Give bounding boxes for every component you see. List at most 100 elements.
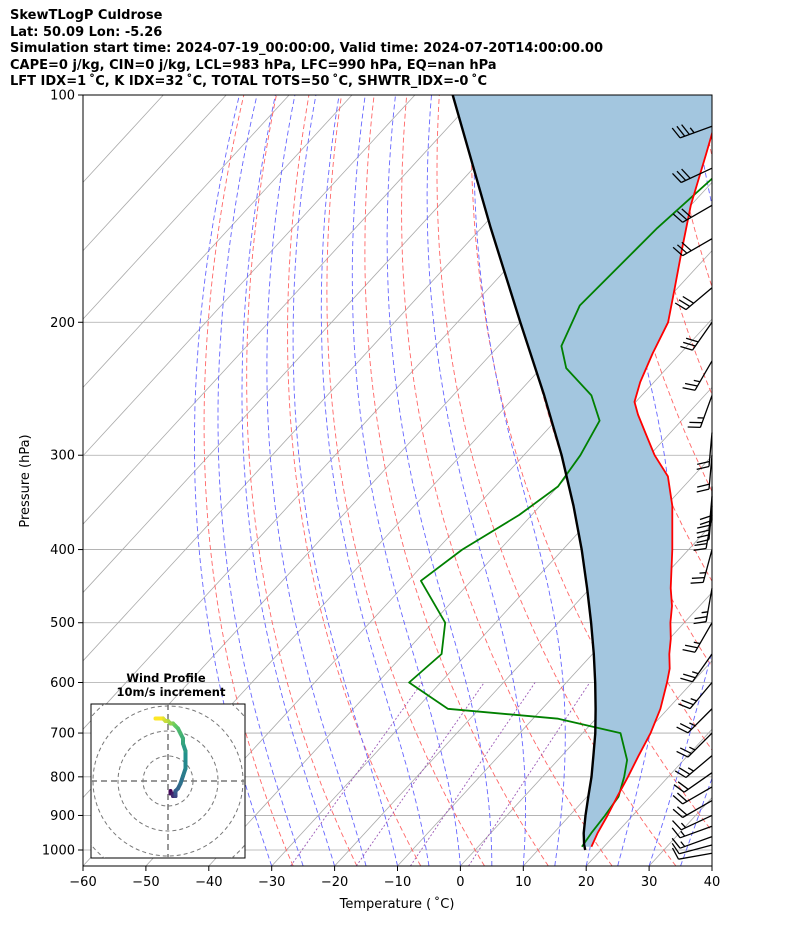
- y-tick-label: 500: [50, 616, 75, 631]
- wind-barb-feather: [696, 465, 710, 471]
- isotherm: [397, 523, 712, 866]
- wind-barb: [674, 755, 713, 779]
- moist-adiabat: [217, 95, 304, 866]
- wind-barb-feather: [699, 519, 713, 526]
- wind-barb-feather: [676, 244, 688, 254]
- wind-barb-feather: [680, 677, 693, 683]
- moist-adiabat: [711, 864, 712, 866]
- isotherm: [711, 865, 712, 866]
- dry-adiabat: [699, 95, 712, 159]
- x-tick-label: −40: [195, 875, 222, 890]
- moist-adiabat: [292, 95, 398, 866]
- x-axis-label: Temperature ( ˚C): [339, 896, 455, 912]
- wind-barb-staff: [687, 708, 713, 734]
- wind-barb-feather: [684, 644, 698, 649]
- x-tick-label: −50: [132, 875, 159, 890]
- wind-barb: [671, 825, 713, 839]
- mixing-ratio-line: [410, 682, 536, 866]
- wind-barb-staff: [682, 799, 713, 819]
- wind-barb: [671, 836, 713, 849]
- wind-barb: [674, 287, 713, 311]
- wind-barb-half-feather: [693, 379, 701, 383]
- x-tick-label: −20: [321, 875, 348, 890]
- wind-barb-feather: [697, 524, 710, 529]
- wind-barb-feather: [676, 210, 688, 221]
- moist-adiabat: [351, 95, 461, 866]
- dry-adiabat: [470, 95, 712, 832]
- dry-adiabat: [765, 95, 794, 866]
- wind-barb: [678, 682, 713, 710]
- y-tick-label: 800: [50, 770, 75, 785]
- wind-barb: [672, 167, 713, 184]
- moist-adiabat: [241, 95, 336, 866]
- wind-barb-staff: [699, 395, 713, 428]
- wind-profile-subtitle: 10m/s increment: [117, 685, 226, 699]
- wind-barb-feather: [674, 302, 687, 311]
- wind-barb-feather: [681, 241, 692, 252]
- dry-adiabat: [401, 95, 613, 866]
- wind-barb: [676, 732, 713, 758]
- wind-barb-feather: [679, 723, 692, 730]
- wind-barb-feather: [676, 806, 688, 816]
- isotherm: [83, 95, 479, 525]
- wind-barb-feather: [678, 703, 691, 710]
- wind-barb-feather: [685, 337, 699, 343]
- wind-barb-feather: [681, 699, 694, 706]
- wind-barb-feather: [671, 127, 681, 139]
- wind-barb-feather: [699, 514, 713, 521]
- wind-barb-staff: [705, 588, 713, 622]
- moist-adiabat: [320, 95, 430, 866]
- wind-barb: [682, 360, 713, 391]
- x-tick-label: 10: [515, 875, 532, 890]
- y-tick-label: 700: [50, 727, 75, 742]
- wind-barb-feather: [676, 125, 686, 137]
- wind-barb-feather: [696, 538, 710, 544]
- wind-barb-half-feather: [689, 746, 696, 751]
- y-tick-label: 400: [50, 543, 75, 558]
- wind-barb-half-feather: [687, 767, 694, 772]
- wind-barb-feather: [679, 747, 692, 755]
- wind-barb-feather: [694, 542, 708, 547]
- temperature-series: [590, 130, 712, 848]
- dry-adiabat: [246, 95, 358, 866]
- wind-barb-half-feather: [701, 611, 708, 614]
- wind-barb-staff: [702, 549, 713, 583]
- wind-barb: [693, 588, 713, 625]
- wind-barb-feather: [671, 837, 681, 849]
- wind-barb-staff: [678, 852, 713, 860]
- wind-barb-feather: [676, 170, 687, 181]
- mixing-ratio-line: [468, 682, 591, 866]
- wind-barb-staff: [679, 125, 713, 139]
- dry-adiabat: [601, 95, 712, 493]
- x-tick-label: 0: [456, 875, 464, 890]
- wind-barbs: [671, 124, 713, 860]
- x-tick-label: 40: [704, 875, 721, 890]
- wind-barb-feather: [683, 673, 696, 679]
- wind-barb-feather: [681, 208, 692, 218]
- wind-barb: [672, 204, 713, 223]
- moist-adiabat: [680, 776, 712, 866]
- dewpoint-series: [408, 177, 712, 848]
- wind-profile-title: Wind Profile: [126, 671, 206, 685]
- wind-barb-half-feather: [689, 722, 696, 727]
- wind-barb: [671, 124, 713, 139]
- wind-barb-staff: [691, 653, 713, 683]
- hodograph-ring: [117, 730, 219, 832]
- wind-barb: [673, 772, 713, 793]
- parcel-line: [451, 95, 597, 851]
- wind-barb-staff: [694, 622, 713, 653]
- wind-barb-feather: [682, 648, 696, 653]
- wind-barb-feather: [681, 124, 690, 135]
- x-tick-label: 30: [641, 875, 658, 890]
- wind-barb-staff: [687, 732, 713, 758]
- wind-barb-feather: [693, 547, 707, 551]
- simulation-times: Simulation start time: 2024-07-19_00:00:…: [10, 41, 603, 56]
- isotherm: [83, 95, 290, 320]
- wind-barb-staff: [682, 786, 713, 805]
- wind-barb-feather: [671, 842, 680, 855]
- wind-barb-feather: [676, 726, 689, 734]
- wind-barb-feather: [681, 168, 691, 179]
- y-tick-label: 200: [50, 316, 75, 331]
- wind-barb-staff: [685, 287, 713, 311]
